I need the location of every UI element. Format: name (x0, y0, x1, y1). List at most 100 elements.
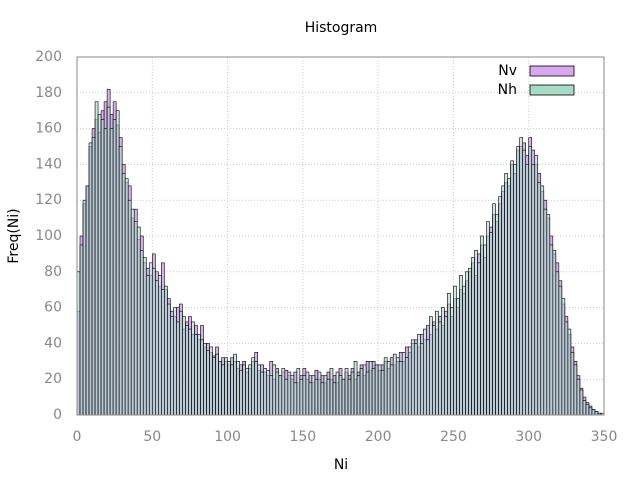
bar (242, 364, 246, 416)
bar (317, 371, 322, 416)
bar (465, 271, 469, 416)
y-tick-label: 20 (44, 371, 62, 387)
bar (474, 250, 478, 416)
bar (79, 244, 84, 416)
x-tick-label: 200 (365, 429, 392, 445)
bar (453, 285, 457, 416)
bar (510, 160, 514, 416)
bar (251, 357, 255, 416)
bar (404, 357, 409, 416)
bar (281, 368, 286, 416)
bar (501, 185, 505, 416)
bar (248, 364, 252, 416)
bar (429, 316, 433, 416)
bar (161, 289, 165, 416)
bar (236, 360, 240, 416)
bar (167, 303, 171, 416)
bar (410, 339, 415, 416)
bar (124, 178, 129, 416)
bar (489, 232, 493, 416)
bar (561, 298, 566, 416)
bar (311, 375, 316, 416)
bar (416, 334, 421, 416)
bar (221, 364, 225, 416)
bar (158, 275, 162, 416)
bar (127, 199, 132, 416)
bar (145, 275, 150, 416)
bar (164, 285, 168, 416)
bar (462, 285, 466, 416)
bar (320, 382, 325, 416)
bar (594, 411, 599, 416)
bar (423, 328, 427, 416)
bar (284, 378, 289, 416)
bar (498, 196, 502, 416)
bar (191, 321, 195, 416)
bar (435, 310, 439, 416)
bar (185, 325, 189, 416)
x-tick-label: 350 (591, 429, 618, 445)
bar (347, 378, 352, 416)
bar (287, 371, 292, 416)
bar (531, 164, 536, 416)
bar (197, 334, 201, 416)
bar (302, 375, 307, 416)
x-axis-label: Ni (334, 457, 348, 473)
bar (266, 369, 271, 416)
legend-swatch (529, 65, 575, 77)
bar (392, 353, 397, 416)
bar (82, 199, 87, 416)
bar (413, 343, 418, 416)
bar (170, 316, 174, 416)
bar (263, 368, 268, 416)
bar (504, 173, 508, 416)
bar (215, 353, 219, 416)
bar (293, 382, 298, 416)
bar (398, 360, 403, 416)
bar (395, 357, 400, 416)
y-tick-label: 180 (35, 85, 62, 101)
x-tick-label: 300 (515, 429, 542, 445)
y-tick-label: 80 (44, 264, 62, 280)
bar (525, 164, 530, 416)
bar (582, 400, 587, 416)
y-tick-label: 60 (44, 300, 62, 316)
bar (329, 368, 334, 416)
legend-label: Nv (498, 63, 517, 79)
bar (94, 101, 99, 416)
bar (272, 364, 277, 416)
y-tick-label: 0 (53, 407, 62, 423)
bar (112, 119, 117, 416)
y-tick-label: 140 (35, 156, 62, 172)
bar (567, 328, 572, 416)
bar (115, 110, 120, 416)
bar (564, 321, 569, 416)
bar (380, 369, 385, 416)
bar (142, 257, 147, 416)
bar (173, 307, 177, 416)
bar (188, 328, 192, 416)
bar (528, 146, 533, 416)
bar (570, 352, 575, 416)
bar (179, 310, 183, 416)
bar (432, 325, 436, 416)
bar (540, 185, 545, 416)
bar (224, 357, 228, 416)
bar (296, 368, 301, 416)
bar (549, 244, 554, 416)
y-tick-label: 120 (35, 192, 62, 208)
bar (209, 346, 213, 416)
bar (492, 203, 496, 416)
bar (507, 178, 511, 416)
bar (338, 375, 343, 416)
bar (91, 137, 96, 416)
bar (516, 146, 520, 416)
bar (278, 375, 283, 416)
bar (401, 352, 406, 416)
bar (344, 368, 349, 416)
bar (200, 339, 204, 416)
bar (323, 375, 328, 416)
bar (260, 371, 265, 416)
bar (368, 360, 373, 416)
bar (447, 292, 451, 416)
